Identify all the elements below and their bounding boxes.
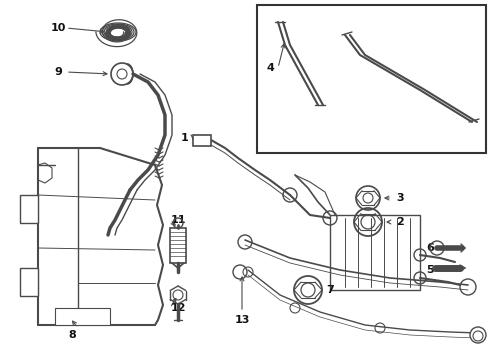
Bar [330, 215, 420, 290]
Bar [55, 308, 110, 325]
Bar [170, 228, 186, 263]
Bar [20, 195, 38, 223]
Text: 3: 3 [396, 193, 404, 203]
Circle shape [470, 327, 486, 343]
Bar [20, 268, 38, 296]
Text: 2: 2 [396, 217, 404, 227]
Text: 12: 12 [170, 303, 186, 313]
Text: 10: 10 [50, 23, 66, 33]
Text: 9: 9 [54, 67, 62, 77]
Text: 5: 5 [426, 265, 434, 275]
Text: 13: 13 [234, 315, 250, 325]
Text: 6: 6 [426, 243, 434, 253]
Text: 7: 7 [326, 285, 334, 295]
Text: 8: 8 [68, 330, 76, 340]
Text: 1: 1 [181, 133, 189, 143]
Text: 11: 11 [170, 215, 186, 225]
Bar [257, 5, 486, 153]
Text: 4: 4 [266, 63, 274, 73]
Bar [193, 135, 211, 146]
